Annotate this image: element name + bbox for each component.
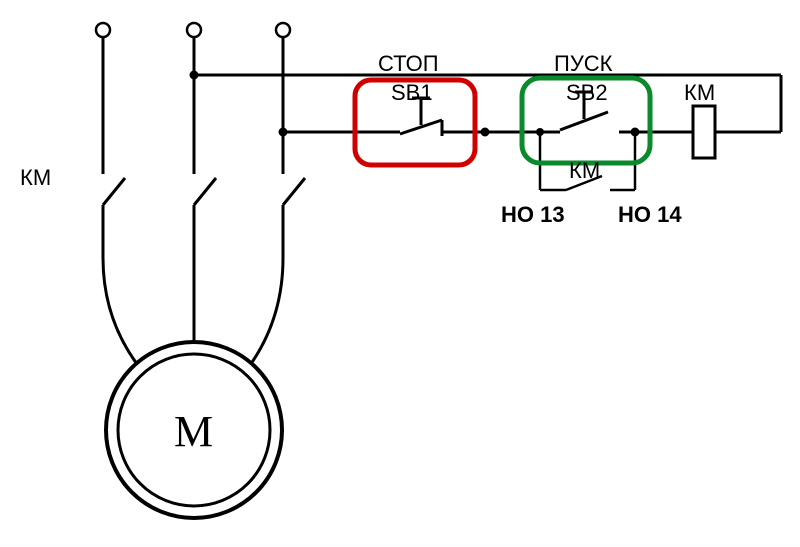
label-start: ПУСК [554, 51, 613, 76]
label-km-coil: КМ [684, 80, 715, 105]
label-no13: НО 13 [501, 202, 565, 227]
label-sb2: SB2 [566, 80, 608, 105]
terminal-l3 [276, 23, 290, 37]
label-motor: М [174, 407, 213, 456]
terminal-l2 [187, 23, 201, 37]
label-sb1: SB1 [391, 80, 433, 105]
label-km-left: КМ [20, 165, 51, 190]
km-main-contacts [103, 178, 305, 205]
label-stop: СТОП [378, 51, 439, 76]
km-coil [693, 106, 715, 158]
circuit-diagram: КМ СТОП SB1 ПУСК SB2 КМ КМ НО 13 НО 14 М [0, 0, 800, 547]
label-no14: НО 14 [618, 202, 682, 227]
terminal-l1 [96, 23, 110, 37]
label-km-aux: КМ [569, 158, 600, 183]
